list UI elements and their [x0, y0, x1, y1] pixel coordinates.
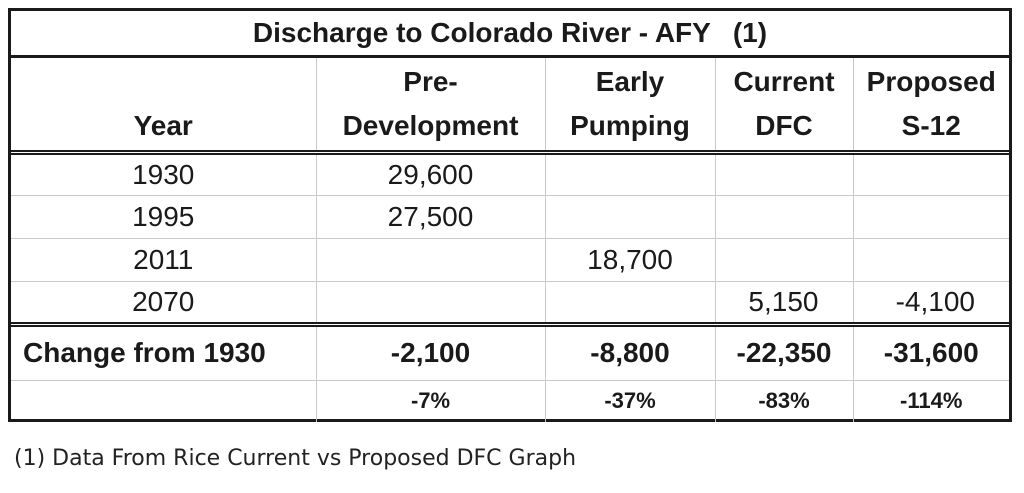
- cell-proposed-s12: -4,100: [853, 281, 1009, 327]
- column-header-early-pumping: Early Pumping: [545, 58, 716, 155]
- data-grid: Year Pre- Development Early Pumping Curr…: [11, 58, 1009, 422]
- change-label: Change from 1930: [11, 324, 317, 381]
- table-title: Discharge to Colorado River - AFY (1): [11, 11, 1009, 58]
- cell-year: 1995: [11, 195, 317, 239]
- table-row: 2070 5,150 -4,100: [11, 281, 1009, 327]
- cell-proposed-s12: [853, 195, 1009, 239]
- column-header-proposed-s12: Proposed S-12: [853, 58, 1009, 155]
- percent-row: -7% -37% -83% -114%: [11, 380, 1009, 422]
- header-row: Year Pre- Development Early Pumping Curr…: [11, 58, 1009, 155]
- percent-early-pumping: -37%: [545, 380, 716, 422]
- column-header-current-dfc: Current DFC: [715, 58, 854, 155]
- cell-pre-development: 27,500: [316, 195, 546, 239]
- column-header-pre-development: Pre- Development: [316, 58, 546, 155]
- cell-early-pumping: [545, 152, 716, 196]
- cell-proposed-s12: [853, 238, 1009, 282]
- table-row: 1995 27,500: [11, 195, 1009, 239]
- change-pre-development: -2,100: [316, 324, 546, 381]
- cell-year: 2011: [11, 238, 317, 282]
- cell-pre-development: [316, 281, 546, 327]
- cell-year: 2070: [11, 281, 317, 327]
- cell-pre-development: [316, 238, 546, 282]
- cell-early-pumping: [545, 195, 716, 239]
- cell-proposed-s12: [853, 152, 1009, 196]
- cell-pre-development: 29,600: [316, 152, 546, 196]
- cell-current-dfc: 5,150: [715, 281, 854, 327]
- percent-proposed-s12: -114%: [900, 388, 963, 414]
- change-current-dfc: -22,350: [715, 324, 854, 381]
- cell-current-dfc: [715, 238, 854, 282]
- change-early-pumping: -8,800: [545, 324, 716, 381]
- cell-year: 1930: [11, 152, 317, 196]
- column-header-year: Year: [11, 58, 317, 155]
- change-row: Change from 1930 -2,100 -8,800 -22,350 -…: [11, 324, 1009, 381]
- cell-early-pumping: 18,700: [545, 238, 716, 282]
- percent-label: [11, 380, 317, 422]
- percent-pre-development: -7%: [316, 380, 546, 422]
- table-row: 1930 29,600: [11, 152, 1009, 196]
- footnote: (1) Data From Rice Current vs Proposed D…: [14, 446, 577, 471]
- cell-current-dfc: [715, 152, 854, 196]
- table-title-text: Discharge to Colorado River - AFY: [252, 17, 711, 48]
- table-row: 2011 18,700: [11, 238, 1009, 282]
- discharge-table: Discharge to Colorado River - AFY (1) Yea…: [8, 8, 1012, 422]
- cell-early-pumping: [545, 281, 716, 327]
- cell-current-dfc: [715, 195, 854, 239]
- table-title-note: (1): [732, 17, 768, 48]
- change-proposed-s12: -31,600: [853, 324, 1009, 381]
- percent-current-dfc: -83%: [715, 380, 854, 422]
